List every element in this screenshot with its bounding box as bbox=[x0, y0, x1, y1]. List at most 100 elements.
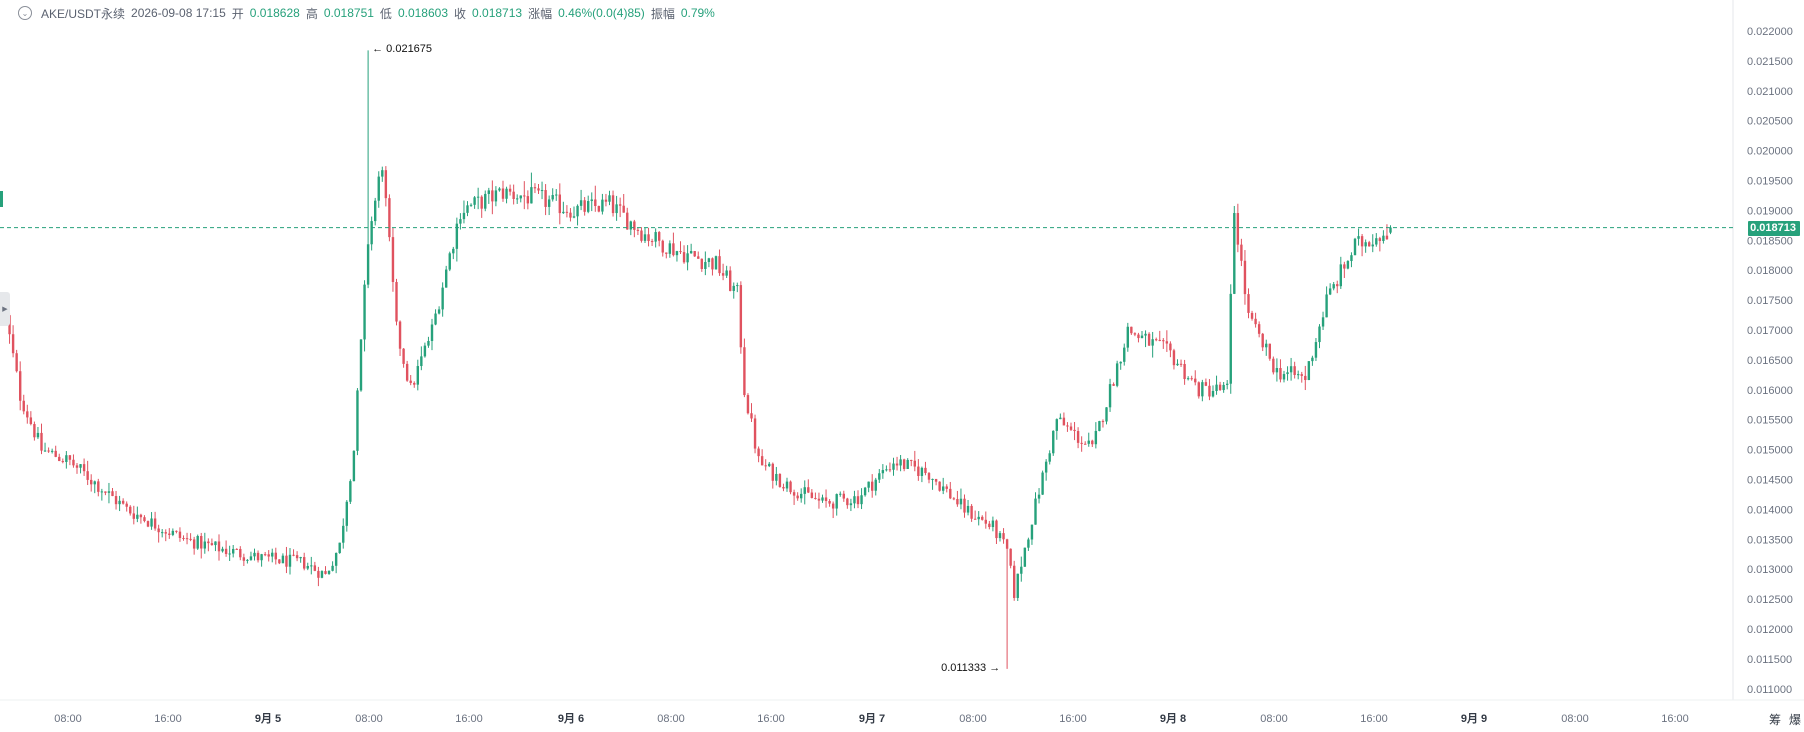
candle-body bbox=[342, 525, 345, 543]
candle-body bbox=[1016, 573, 1019, 598]
price-tick-label: 0.020500 bbox=[1747, 116, 1793, 128]
candle-body bbox=[217, 541, 221, 552]
candle-body bbox=[469, 204, 473, 206]
candle-body bbox=[721, 273, 725, 276]
candle-body bbox=[1378, 238, 1382, 241]
candle-body bbox=[430, 324, 434, 341]
candle-body bbox=[942, 486, 945, 491]
candle-body bbox=[1194, 378, 1197, 383]
candle-body bbox=[938, 481, 941, 491]
candle-body bbox=[15, 353, 18, 372]
candle-body bbox=[65, 455, 68, 462]
candle-body bbox=[82, 464, 86, 472]
time-tick-label: 08:00 bbox=[54, 713, 82, 725]
price-tick-label: 0.013000 bbox=[1747, 564, 1793, 576]
candle-body bbox=[1211, 390, 1215, 397]
candle-body bbox=[1250, 312, 1254, 319]
candle-body bbox=[1321, 317, 1325, 327]
symbol-name[interactable]: AKE/USDT永续 bbox=[41, 6, 126, 21]
candle-body bbox=[643, 234, 647, 241]
candle-body bbox=[878, 473, 881, 480]
candle-body bbox=[711, 258, 714, 270]
candle-body bbox=[1009, 548, 1012, 566]
candle-body bbox=[1147, 333, 1151, 346]
candle-body bbox=[775, 473, 778, 481]
candle-body bbox=[1186, 378, 1190, 380]
candle-body bbox=[1059, 417, 1062, 420]
ohlc-info-bar: ⌄ AKE/USDT永续 2026-09-08 17:15 开 0.018628… bbox=[18, 4, 715, 22]
price-tick-label: 0.021000 bbox=[1747, 86, 1793, 98]
candle-body bbox=[161, 532, 164, 534]
candle-body bbox=[111, 491, 114, 497]
candle-body bbox=[995, 520, 998, 539]
candle-body bbox=[221, 548, 224, 552]
candle-body bbox=[1328, 288, 1332, 295]
candle-body bbox=[427, 340, 430, 346]
candle-body bbox=[1339, 264, 1342, 287]
candle-body bbox=[562, 211, 565, 214]
candle-body bbox=[714, 256, 718, 270]
price-tick-label: 0.018500 bbox=[1747, 235, 1793, 247]
candle-body bbox=[164, 532, 167, 534]
price-tick-label: 0.021500 bbox=[1747, 56, 1793, 68]
high-label: 高 bbox=[305, 6, 318, 21]
candle-body bbox=[533, 187, 537, 189]
candle-body bbox=[810, 492, 814, 498]
candle-body bbox=[725, 270, 728, 276]
candle-body bbox=[452, 248, 455, 254]
candle-body bbox=[966, 505, 970, 513]
candle-body bbox=[168, 533, 171, 535]
time-tick-label: 9月 9 bbox=[1461, 712, 1487, 725]
candle-body bbox=[729, 270, 732, 291]
time-tick-label: 08:00 bbox=[959, 713, 987, 725]
candle-body bbox=[647, 234, 650, 242]
candle-body bbox=[576, 205, 579, 217]
candle-body bbox=[654, 232, 657, 242]
candle-body bbox=[1179, 363, 1183, 365]
candle-body bbox=[842, 493, 845, 499]
candle-body bbox=[739, 285, 743, 348]
candle-body bbox=[931, 478, 934, 480]
candle-body bbox=[1112, 384, 1115, 386]
candle-body bbox=[487, 190, 490, 194]
candle-body bbox=[1360, 236, 1364, 247]
expand-panel-handle[interactable]: ▶ bbox=[0, 292, 10, 326]
candle-body bbox=[544, 190, 547, 207]
candle-body bbox=[1236, 213, 1240, 245]
candle-body bbox=[207, 541, 210, 544]
candle-body bbox=[718, 256, 721, 274]
candle-body bbox=[366, 244, 370, 285]
candle-body bbox=[79, 464, 82, 468]
bar-datetime: 2026-09-08 17:15 bbox=[131, 6, 226, 20]
candle-body bbox=[22, 400, 25, 412]
candle-body bbox=[1282, 374, 1286, 380]
candle-body bbox=[1307, 361, 1311, 381]
candle-body bbox=[977, 516, 980, 520]
candle-body bbox=[650, 241, 654, 243]
close-value: 0.018713 bbox=[472, 6, 523, 20]
chip-distribution-button[interactable]: 筹 bbox=[1769, 713, 1782, 727]
high-annotation-value: 0.021675 bbox=[386, 43, 433, 56]
candle-body bbox=[434, 313, 437, 325]
candle-body bbox=[895, 463, 899, 466]
candle-body bbox=[867, 481, 870, 488]
candle-body bbox=[253, 552, 256, 557]
candle-body bbox=[292, 554, 295, 556]
liquidation-button[interactable]: 爆 bbox=[1789, 713, 1802, 727]
candle-body bbox=[569, 212, 572, 218]
candle-body bbox=[1300, 374, 1303, 376]
candle-body bbox=[743, 347, 746, 396]
candle-body bbox=[232, 548, 235, 554]
candle-body bbox=[1243, 260, 1247, 295]
candle-body bbox=[760, 456, 764, 466]
candle-body bbox=[139, 514, 143, 518]
candle-body bbox=[892, 463, 895, 470]
chevron-down-icon[interactable]: ⌄ bbox=[18, 6, 32, 20]
candle-body bbox=[1027, 539, 1030, 548]
candle-body bbox=[750, 413, 753, 419]
candle-body bbox=[1350, 255, 1353, 262]
candle-body bbox=[86, 471, 89, 480]
price-tick-label: 0.016000 bbox=[1747, 385, 1793, 397]
candle-body bbox=[1069, 426, 1073, 430]
